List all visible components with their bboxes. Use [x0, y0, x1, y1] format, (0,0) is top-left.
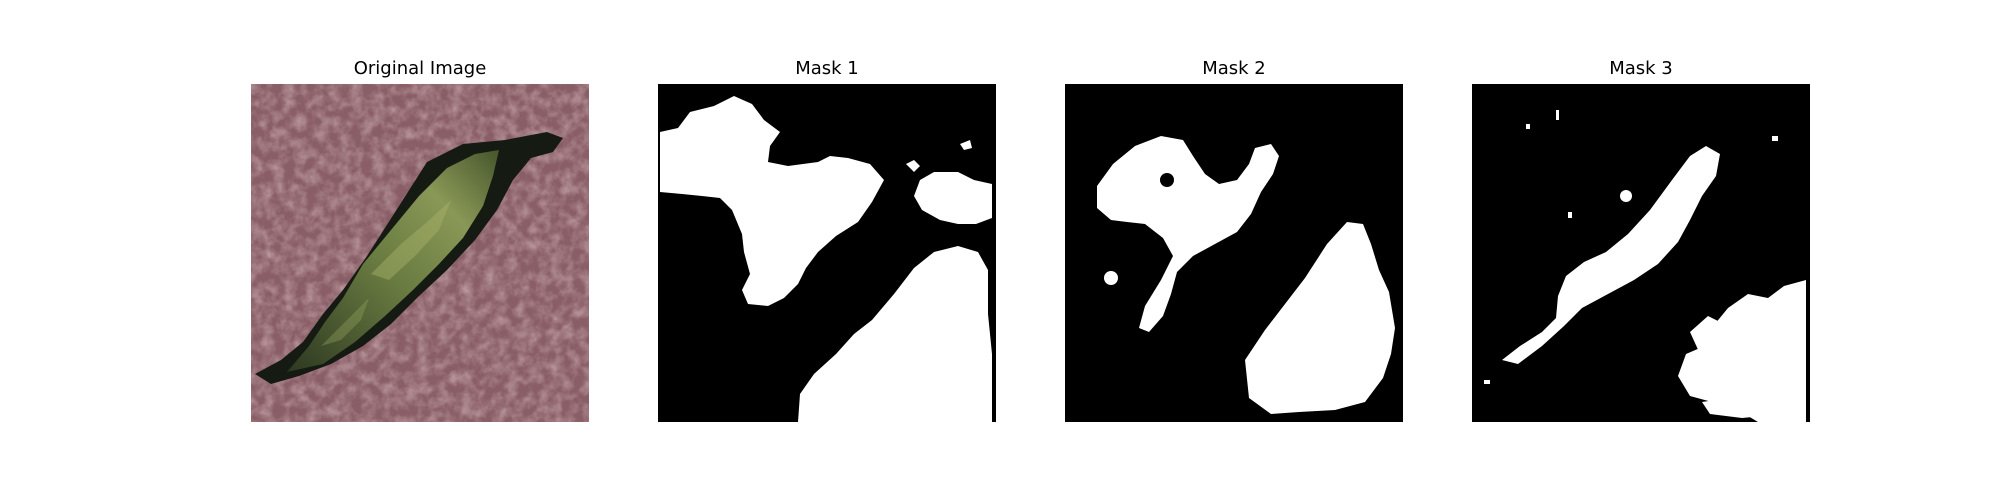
panel-mask-2: Mask 2 — [1065, 0, 1403, 500]
panel-title: Original Image — [353, 58, 487, 79]
panel-mask-1: Mask 1 — [658, 0, 996, 500]
panel-title: Mask 1 — [795, 58, 859, 79]
panel-original-image: Original Image — [251, 0, 589, 500]
lesion-body — [287, 150, 499, 372]
mask-region — [1097, 136, 1279, 332]
panel-title: Mask 2 — [1202, 58, 1266, 79]
mask-region — [660, 96, 884, 306]
original-image — [251, 84, 589, 422]
mask-region — [1502, 146, 1720, 364]
mask-3-image — [1472, 84, 1810, 422]
panel-title: Mask 3 — [1609, 58, 1673, 79]
mask-region — [1678, 280, 1806, 422]
panel-mask-3: Mask 3 — [1472, 0, 1810, 500]
mask-region — [1245, 222, 1395, 414]
mask-2-image — [1065, 84, 1403, 422]
mask-1-image — [658, 84, 996, 422]
mask-region — [798, 246, 992, 422]
